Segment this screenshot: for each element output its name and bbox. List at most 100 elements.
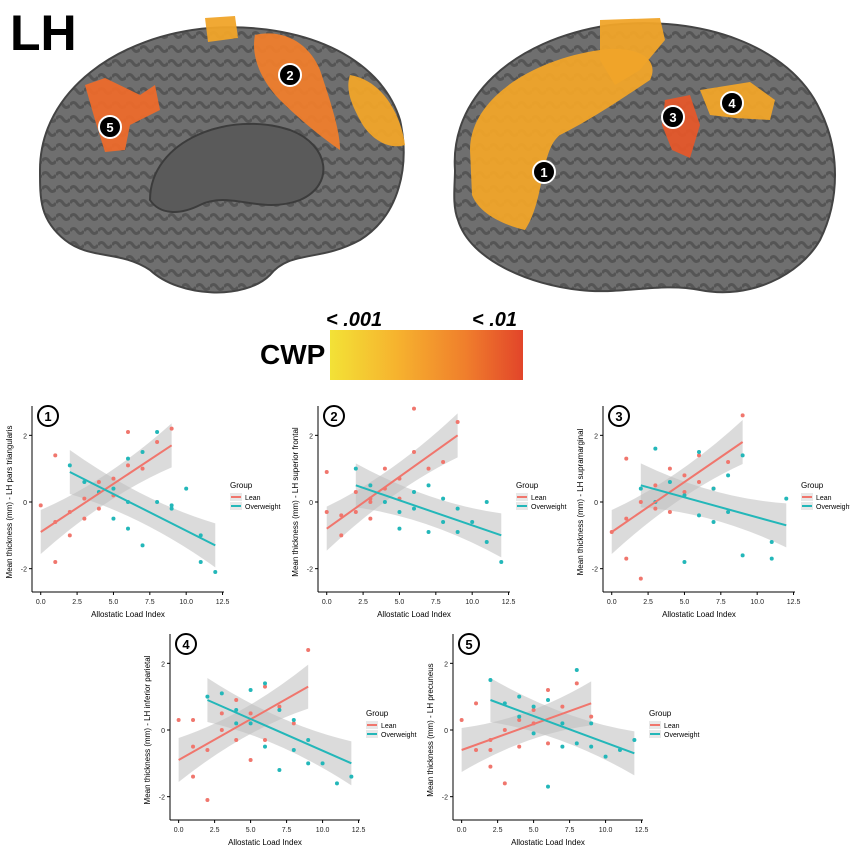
data-point-lean bbox=[459, 718, 464, 722]
x-tick-label: 10.0 bbox=[465, 599, 479, 606]
data-point-lean bbox=[474, 748, 479, 752]
x-tick-label: 2.5 bbox=[72, 599, 82, 606]
scatter-panel-4: 4 0.0 2.5 5.0 7.5 10.0 12.5 -2 0 2 Allostatic Load… bbox=[143, 633, 416, 847]
cwp-legend: CWP < .001 < .01 bbox=[260, 309, 523, 380]
data-point-overweight bbox=[67, 463, 72, 468]
data-point-overweight bbox=[291, 718, 296, 722]
data-point-overweight bbox=[397, 526, 402, 531]
x-tick-label: 7.5 bbox=[282, 827, 292, 834]
data-point-overweight bbox=[234, 708, 239, 712]
y-tick-label: 0 bbox=[444, 728, 448, 735]
data-point-lean bbox=[263, 738, 267, 742]
data-point-lean bbox=[248, 711, 253, 716]
data-point-overweight bbox=[711, 486, 716, 491]
panel-number: 3 bbox=[615, 409, 622, 424]
data-point-overweight bbox=[169, 506, 174, 511]
x-tick-label: 0.0 bbox=[607, 599, 617, 606]
x-tick-label: 10.0 bbox=[750, 599, 764, 606]
data-point-overweight bbox=[517, 694, 522, 699]
scatter-panel-5: 5 0.0 2.5 5.0 7.5 10.0 12.5 -2 0 2 Allostatic Load… bbox=[426, 633, 699, 847]
data-point-overweight bbox=[334, 781, 339, 786]
data-point-overweight bbox=[517, 714, 522, 719]
legend-title: Group bbox=[516, 481, 539, 490]
data-point-lean bbox=[126, 430, 130, 434]
panel-number-badge bbox=[37, 405, 59, 427]
data-point-lean bbox=[667, 466, 672, 471]
legend-label-overweight: Overweight bbox=[531, 504, 566, 511]
data-point-lean bbox=[560, 704, 565, 709]
data-point-overweight bbox=[126, 456, 130, 461]
data-point-overweight bbox=[740, 453, 745, 458]
legend-label-overweight: Overweight bbox=[381, 732, 416, 739]
data-point-lean bbox=[517, 718, 522, 722]
y-axis-label: Mean thickness (mm) - LH superior fronta… bbox=[291, 427, 300, 577]
y-tick-label: 2 bbox=[594, 433, 598, 440]
data-point-overweight bbox=[726, 510, 731, 514]
data-point-lean bbox=[324, 510, 329, 514]
brain-marker-label: 4 bbox=[728, 96, 736, 111]
data-point-overweight bbox=[682, 560, 687, 564]
legend-label-overweight: Overweight bbox=[664, 732, 699, 739]
data-point-lean bbox=[234, 738, 239, 742]
data-point-overweight bbox=[546, 698, 550, 702]
data-point-overweight bbox=[769, 540, 774, 544]
data-point-lean bbox=[126, 463, 130, 468]
x-tick-label: 7.5 bbox=[716, 599, 726, 606]
data-point-overweight bbox=[320, 761, 325, 766]
brain-marker-5: 5 bbox=[98, 115, 122, 139]
y-tick-label: 0 bbox=[594, 500, 598, 507]
data-point-overweight bbox=[111, 516, 116, 521]
regression-line-overweight bbox=[490, 699, 635, 755]
legend-title: Group bbox=[801, 481, 824, 490]
data-point-lean bbox=[176, 718, 181, 722]
x-tick-label: 2.5 bbox=[358, 599, 368, 606]
x-tick-label: 5.0 bbox=[246, 827, 256, 834]
legend-label-lean: Lean bbox=[381, 723, 397, 730]
data-point-overweight bbox=[455, 530, 460, 534]
legend-title: Group bbox=[230, 481, 253, 490]
brain-marker-1: 1 bbox=[532, 160, 556, 184]
data-point-lean bbox=[96, 506, 101, 511]
data-point-lean bbox=[339, 533, 344, 538]
brain-medial-view bbox=[38, 16, 405, 294]
x-tick-label: 12.5 bbox=[635, 827, 649, 834]
x-tick-label: 12.5 bbox=[787, 599, 801, 606]
data-point-lean bbox=[67, 533, 72, 538]
data-point-overweight bbox=[638, 486, 643, 491]
data-point-overweight bbox=[219, 691, 224, 696]
x-tick-label: 5.0 bbox=[109, 599, 119, 606]
data-point-lean bbox=[111, 476, 116, 481]
x-tick-label: 12.5 bbox=[502, 599, 516, 606]
data-point-lean bbox=[82, 496, 87, 501]
data-point-lean bbox=[353, 510, 358, 514]
data-point-overweight bbox=[155, 430, 160, 434]
y-tick-label: 2 bbox=[23, 433, 27, 440]
x-axis-label: Allostatic Load Index bbox=[377, 610, 451, 619]
data-point-lean bbox=[277, 704, 282, 709]
data-point-overweight bbox=[382, 500, 387, 504]
data-point-lean bbox=[368, 500, 373, 504]
data-point-lean bbox=[219, 711, 224, 716]
data-point-lean bbox=[653, 483, 658, 488]
x-tick-label: 2.5 bbox=[493, 827, 503, 834]
y-tick-label: 0 bbox=[161, 728, 165, 735]
brain-lateral-view bbox=[453, 18, 836, 294]
data-point-overweight bbox=[277, 708, 282, 712]
data-point-lean bbox=[191, 718, 196, 722]
data-point-lean bbox=[412, 406, 416, 411]
data-point-overweight bbox=[368, 483, 373, 488]
x-tick-label: 7.5 bbox=[431, 599, 441, 606]
data-point-lean bbox=[574, 681, 579, 686]
data-point-lean bbox=[638, 576, 643, 581]
data-point-lean bbox=[412, 450, 416, 454]
data-point-lean bbox=[589, 714, 594, 719]
data-point-lean bbox=[546, 688, 550, 692]
data-point-overweight bbox=[198, 560, 203, 564]
data-point-lean bbox=[291, 721, 296, 726]
legend-label-lean: Lean bbox=[816, 495, 832, 502]
data-point-lean bbox=[53, 453, 58, 458]
y-tick-label: -2 bbox=[307, 567, 313, 574]
panel-number-badge bbox=[323, 405, 345, 427]
data-point-overweight bbox=[234, 721, 239, 726]
y-tick-label: 0 bbox=[309, 500, 313, 507]
